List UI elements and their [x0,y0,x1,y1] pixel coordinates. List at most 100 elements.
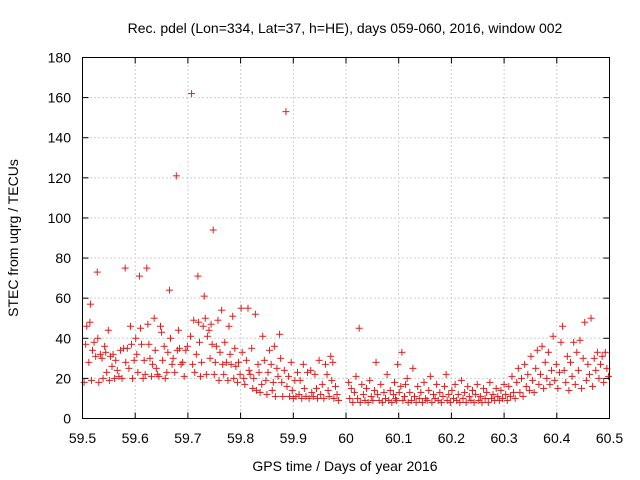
data-point [480,384,488,392]
data-point [209,226,217,234]
data-point [324,386,332,394]
data-point [112,356,120,364]
data-point [225,322,233,330]
data-point [349,398,357,406]
data-point [544,348,552,356]
data-point [129,374,137,382]
data-point [347,384,355,392]
data-point [505,382,513,390]
data-point [85,358,93,366]
data-point [241,380,249,388]
data-point [321,360,329,368]
data-point [262,376,270,384]
data-point [126,322,134,330]
data-point [300,384,308,392]
data-point [563,352,571,360]
data-point [484,398,492,406]
data-point [593,348,601,356]
y-tick-label: 180 [48,50,72,66]
data-point [229,312,237,320]
data-point [508,372,516,380]
data-point [397,382,405,390]
data-point [358,380,366,388]
data-point [318,380,326,388]
data-point [94,334,102,342]
data-point [278,378,286,386]
data-point [377,380,385,388]
data-point [473,380,481,388]
data-point [251,310,259,318]
data-point [557,338,565,346]
data-point [573,348,581,356]
data-point [425,386,433,394]
data-point [169,354,177,362]
data-point [320,394,328,402]
data-point [506,392,514,400]
data-point [568,372,576,380]
data-point [187,332,195,340]
data-point [231,344,239,352]
data-point [305,394,313,402]
data-point [93,268,101,276]
data-point [258,380,266,388]
data-point [125,364,133,372]
data-point [414,382,422,390]
data-point [135,272,143,280]
data-point [472,390,480,398]
data-point [233,378,241,386]
data-point [139,374,147,382]
data-point [244,304,252,312]
data-point [527,352,535,360]
data-point [354,394,362,402]
data-point [576,336,584,344]
data-point [254,360,262,368]
data-point [317,390,325,398]
data-point [222,358,230,366]
data-point [205,326,213,334]
data-point [489,390,497,398]
data-point [417,388,425,396]
data-point [372,358,380,366]
data-point [133,350,141,358]
data-point [221,338,229,346]
data-point [96,350,104,358]
data-point [567,358,575,366]
data-point [590,354,598,362]
data-point [356,398,364,406]
data-point [259,332,267,340]
data-point [220,370,228,378]
data-point [331,382,339,390]
data-point [90,338,98,346]
data-point [248,344,256,352]
y-tick-label: 140 [48,130,72,146]
data-point [240,374,248,382]
data-point [345,378,353,386]
data-point [503,396,511,404]
data-point [552,360,560,368]
y-tick-label: 80 [55,250,71,266]
data-point [315,356,323,364]
data-point [587,314,595,322]
data-point [565,386,573,394]
data-point [212,342,220,350]
data-point [399,396,407,404]
data-point [195,338,203,346]
data-point [584,360,592,368]
x-tick-label: 60.4 [543,430,570,446]
data-point [364,398,372,406]
data-point [151,346,159,354]
x-tick-label: 60.5 [596,430,623,446]
data-point [524,370,532,378]
data-points [80,90,612,406]
data-point [211,358,219,366]
data-point [256,388,264,396]
data-point [312,384,320,392]
data-point [143,264,151,272]
data-point [601,348,609,356]
data-point [161,374,169,382]
x-tick-label: 60.3 [490,430,517,446]
data-point [585,370,593,378]
data-point [271,392,279,400]
data-point [548,366,556,374]
